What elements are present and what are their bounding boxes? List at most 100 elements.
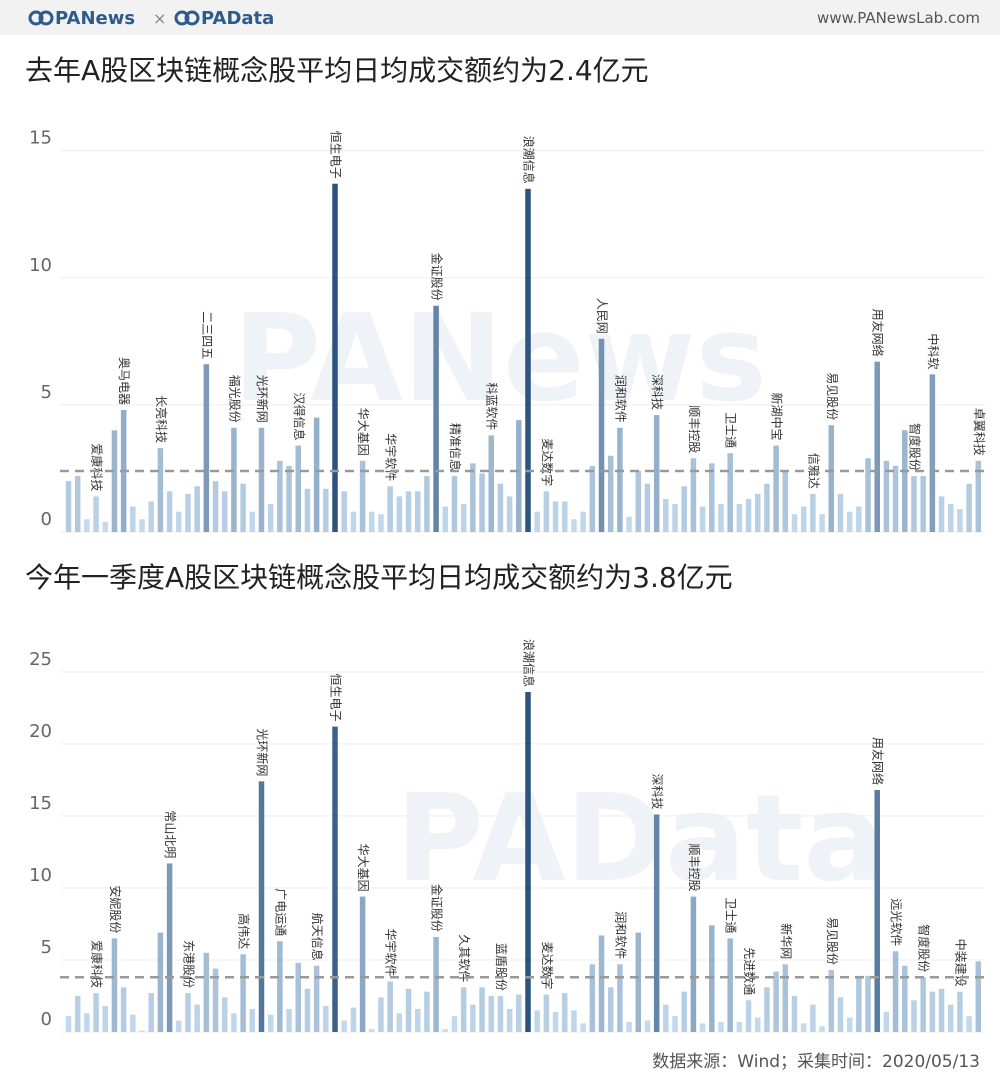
bar: [727, 453, 733, 532]
bar: [470, 1004, 476, 1032]
bar: [414, 491, 421, 532]
bar: [911, 476, 917, 532]
bar: [626, 516, 632, 532]
y-tick-label: 25: [29, 649, 52, 670]
bar: [644, 1020, 651, 1032]
bar: [562, 993, 568, 1032]
bar: [598, 338, 605, 532]
bar-label: 金证股份: [430, 884, 445, 932]
watermark: PAData: [396, 770, 885, 909]
bar: [203, 952, 210, 1032]
bar: [166, 491, 173, 532]
bar: [240, 954, 246, 1032]
bar: [552, 501, 559, 532]
bar: [323, 488, 329, 532]
bar: [84, 519, 90, 532]
y-tick-label: 5: [41, 382, 52, 403]
bar: [828, 970, 835, 1032]
bar: [304, 988, 311, 1032]
bar: [773, 445, 779, 532]
bar: [810, 493, 816, 532]
y-tick-label: 10: [29, 865, 52, 886]
bar: [764, 483, 770, 532]
bar: [947, 1004, 954, 1032]
bar: [562, 501, 568, 532]
bar: [607, 455, 614, 532]
bar-label: 久其软件: [457, 934, 471, 982]
bar: [350, 511, 357, 532]
logo-text: PANews: [55, 8, 135, 29]
logo: PANews × PAData: [28, 8, 274, 29]
bar-label: 科蓝软件: [485, 382, 499, 430]
bar: [102, 521, 109, 532]
bar: [791, 514, 798, 532]
bar: [157, 932, 164, 1032]
y-tick-label: 15: [29, 128, 52, 149]
bar-label: 深科技: [650, 773, 664, 809]
bar: [975, 961, 982, 1032]
bar: [718, 504, 724, 532]
bar: [139, 519, 145, 532]
bar-label: 易见股份: [825, 372, 839, 420]
bar-label: 常山北明: [163, 810, 177, 858]
url: www.PANewsLab.com: [817, 9, 980, 27]
y-tick-label: 0: [41, 1009, 52, 1030]
bar-label: 润和软件: [613, 911, 627, 959]
bar: [295, 445, 301, 532]
y-tick-label: 5: [41, 937, 52, 958]
bar: [736, 1021, 743, 1032]
bar-label: 恒生电子: [329, 131, 343, 179]
bar: [111, 938, 118, 1032]
bar: [442, 1029, 449, 1032]
bar: [929, 991, 936, 1032]
bar: [856, 506, 862, 532]
bar: [534, 511, 540, 532]
bar: [323, 1006, 329, 1032]
bar: [690, 896, 697, 1032]
bar-label: 顺丰控股: [687, 844, 701, 892]
bar: [865, 975, 871, 1032]
bar-label: 人民网: [595, 298, 609, 334]
header-bar: [0, 0, 1000, 35]
bar: [369, 1029, 375, 1032]
bar: [267, 504, 274, 532]
bar: [635, 470, 642, 532]
bar: [148, 993, 154, 1032]
bar: [148, 501, 154, 532]
bar-label: 先进数通: [742, 947, 757, 995]
bar: [617, 427, 623, 532]
bar: [286, 1008, 292, 1032]
bar: [755, 1017, 761, 1032]
bar: [74, 476, 81, 532]
bar: [231, 1013, 237, 1032]
bar: [249, 1008, 256, 1032]
watermark: PANews: [233, 290, 767, 429]
bar: [653, 814, 660, 1032]
bar: [277, 941, 283, 1032]
bar: [111, 430, 118, 532]
bar: [966, 1016, 972, 1032]
bar-label: 润和软件: [613, 375, 627, 423]
bar: [736, 504, 743, 532]
logo-icon: [28, 10, 44, 26]
bar-label: 卓翼科技: [972, 408, 986, 456]
bar: [65, 481, 72, 532]
bar: [258, 781, 265, 1032]
bar: [663, 498, 669, 532]
bar: [543, 491, 550, 532]
bar-label: 东港股份: [181, 940, 195, 988]
y-tick-label: 20: [29, 721, 52, 742]
logo-icon: [174, 10, 190, 26]
bar: [837, 997, 844, 1032]
bar: [286, 465, 292, 532]
bar: [221, 491, 228, 532]
bar: [313, 417, 320, 532]
bar: [920, 476, 926, 532]
bar: [580, 1023, 586, 1032]
bar: [571, 1010, 577, 1032]
bar: [690, 458, 697, 532]
bar: [93, 993, 99, 1032]
bar: [846, 511, 853, 532]
bar: [120, 987, 127, 1032]
bar: [387, 981, 393, 1032]
